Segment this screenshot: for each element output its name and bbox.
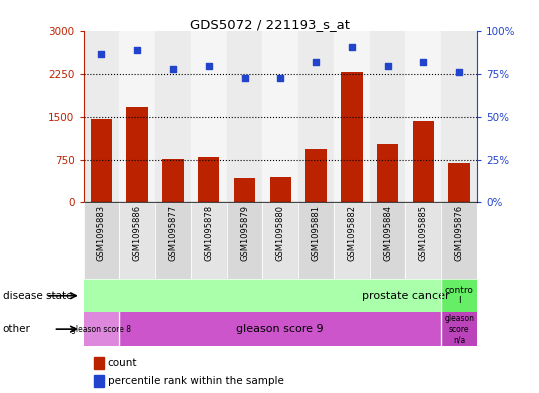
Bar [377, 144, 398, 202]
Point [348, 44, 356, 50]
Text: GSM1095886: GSM1095886 [133, 205, 142, 261]
Bar [441, 312, 477, 346]
Text: other: other [3, 324, 31, 334]
Bar [413, 121, 434, 202]
Bar [155, 31, 191, 202]
Text: GSM1095876: GSM1095876 [454, 205, 464, 261]
Text: gleason score 8: gleason score 8 [72, 325, 132, 334]
Point [169, 66, 177, 72]
Text: GSM1095884: GSM1095884 [383, 205, 392, 261]
Point [455, 69, 464, 75]
Bar [441, 31, 477, 202]
Text: disease state: disease state [3, 291, 72, 301]
Bar [441, 202, 477, 279]
Point [419, 59, 427, 65]
Bar [370, 202, 405, 279]
Bar [127, 107, 148, 202]
Bar [91, 119, 112, 202]
Text: percentile rank within the sample: percentile rank within the sample [108, 376, 284, 386]
Text: count: count [108, 358, 137, 368]
Text: GSM1095878: GSM1095878 [204, 205, 213, 261]
Text: GSM1095882: GSM1095882 [347, 205, 356, 261]
Bar [448, 163, 470, 202]
Text: GSM1095880: GSM1095880 [276, 205, 285, 261]
Point [133, 47, 142, 53]
Bar [191, 202, 226, 279]
Bar [119, 202, 155, 279]
Text: GSM1095881: GSM1095881 [312, 205, 321, 261]
Text: GSM1095879: GSM1095879 [240, 205, 249, 261]
Point [204, 62, 213, 69]
Bar [441, 279, 477, 312]
Bar [305, 149, 327, 202]
Bar [162, 159, 184, 202]
Text: GDS5072 / 221193_s_at: GDS5072 / 221193_s_at [190, 18, 349, 31]
Bar [84, 312, 119, 346]
Text: GSM1095877: GSM1095877 [169, 205, 177, 261]
Bar [191, 31, 226, 202]
Bar [198, 157, 219, 202]
Bar [155, 202, 191, 279]
Text: contro
l: contro l [445, 286, 474, 305]
Text: prostate cancer: prostate cancer [362, 291, 450, 301]
Bar [370, 31, 405, 202]
Point [276, 74, 285, 81]
Bar [119, 31, 155, 202]
Text: gleason score 9: gleason score 9 [237, 324, 324, 334]
Bar [270, 177, 291, 202]
Bar [226, 202, 262, 279]
Bar [262, 202, 298, 279]
Point [240, 74, 249, 81]
Bar [234, 178, 255, 202]
Bar [84, 202, 119, 279]
Point [97, 51, 106, 57]
Bar [405, 202, 441, 279]
Text: GSM1095883: GSM1095883 [97, 205, 106, 261]
Bar [298, 202, 334, 279]
Bar [334, 31, 370, 202]
Bar [84, 31, 119, 202]
Point [312, 59, 320, 65]
Text: GSM1095885: GSM1095885 [419, 205, 428, 261]
Bar [262, 31, 298, 202]
Bar [341, 72, 363, 202]
Text: gleason
score
n/a: gleason score n/a [444, 314, 474, 344]
Point [383, 62, 392, 69]
Bar [298, 31, 334, 202]
Bar [405, 31, 441, 202]
Bar [334, 202, 370, 279]
Bar [226, 31, 262, 202]
Bar [119, 312, 441, 346]
